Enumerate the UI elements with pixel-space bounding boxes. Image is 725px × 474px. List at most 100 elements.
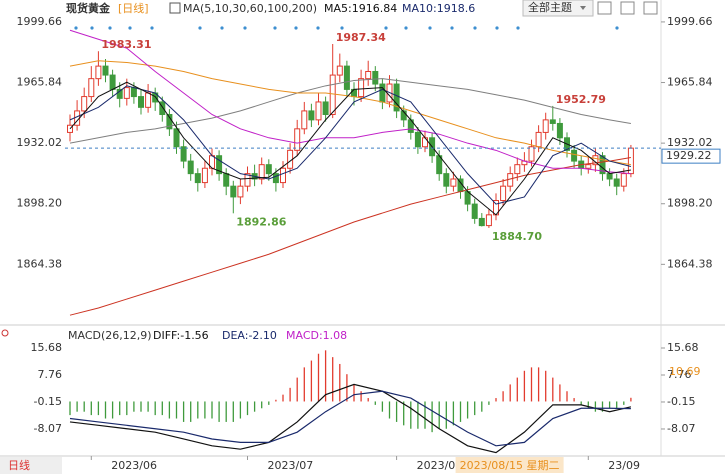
ma-line bbox=[69, 85, 632, 205]
candle-body bbox=[450, 178, 457, 187]
period-tab-text[interactable]: 日线 bbox=[8, 458, 30, 472]
candle-body bbox=[535, 131, 542, 148]
candle-body bbox=[599, 155, 606, 175]
y-tick-label-left: 1932.02 bbox=[17, 136, 63, 149]
period[interactable]: [日线] bbox=[118, 1, 149, 15]
x-tick-label: 23/09 bbox=[608, 459, 640, 472]
candle-body bbox=[95, 65, 102, 80]
y-tick-label-right: -0.15 bbox=[667, 395, 695, 408]
candle-body bbox=[393, 83, 400, 112]
y-tick-label-left: 7.76 bbox=[38, 368, 63, 381]
theme-button-text[interactable]: 全部主题 bbox=[528, 0, 572, 14]
candle-body bbox=[123, 87, 130, 99]
candle-body bbox=[180, 146, 187, 162]
candle-body bbox=[230, 185, 237, 198]
candle-body bbox=[485, 214, 492, 227]
ma-line bbox=[69, 60, 631, 166]
candle-body bbox=[223, 173, 230, 187]
theme-button[interactable] bbox=[522, 0, 594, 17]
candle-body bbox=[585, 164, 592, 169]
diff-label: DIFF:-1.56 bbox=[153, 329, 209, 342]
candle-body bbox=[216, 155, 223, 175]
period-tab[interactable] bbox=[0, 457, 62, 474]
instrument: 现货黄金 bbox=[66, 1, 111, 15]
candle-body bbox=[620, 173, 627, 187]
candle-body bbox=[301, 110, 308, 130]
y-tick-label-left: 1864.38 bbox=[17, 257, 63, 270]
candle-body bbox=[542, 119, 549, 133]
macd-marker-label: 10.69 bbox=[669, 365, 701, 378]
ma5-label: MA5:1916.84 bbox=[324, 2, 397, 15]
price-annotation: 1987.34 bbox=[336, 31, 386, 44]
price-annotation: 1892.86 bbox=[236, 215, 286, 228]
candle-body bbox=[358, 78, 365, 98]
candle-body bbox=[102, 65, 109, 76]
candle-body bbox=[244, 173, 251, 187]
macd-title: MACD(26,12,9) bbox=[68, 329, 152, 342]
macd-line bbox=[69, 390, 631, 447]
crosshair-date: 2023/08/15 星期二 bbox=[460, 459, 560, 472]
x-tick-label: 2023/07 bbox=[268, 459, 314, 472]
candle-body bbox=[329, 74, 336, 115]
candle-body bbox=[528, 146, 535, 162]
candle-body bbox=[549, 119, 556, 124]
candle-body bbox=[130, 87, 137, 98]
y-tick-label-right: 1932.02 bbox=[667, 136, 713, 149]
candle-body bbox=[201, 167, 208, 184]
candle-body bbox=[81, 96, 88, 112]
candle-body bbox=[237, 185, 244, 198]
event-dots bbox=[74, 26, 619, 30]
candle-body bbox=[109, 74, 116, 90]
candle-body bbox=[322, 101, 329, 115]
candle-body bbox=[294, 128, 301, 151]
candle-body bbox=[343, 65, 350, 90]
candle-body bbox=[88, 78, 95, 98]
candle-body bbox=[613, 178, 620, 187]
icon-button[interactable] bbox=[643, 1, 658, 15]
icon-button[interactable] bbox=[597, 1, 612, 15]
last-price-box bbox=[661, 148, 721, 164]
candle-body bbox=[372, 70, 379, 85]
candle-body bbox=[258, 164, 265, 180]
candle-body bbox=[145, 92, 152, 108]
candle-body bbox=[280, 167, 286, 184]
candle-body bbox=[478, 217, 485, 227]
crosshair-date-box bbox=[455, 457, 564, 473]
candle-body bbox=[365, 70, 372, 80]
macd-line bbox=[69, 383, 632, 454]
x-tick-label: 2023/06 bbox=[111, 459, 157, 472]
price-annotation: 1884.70 bbox=[492, 230, 542, 243]
y-tick-label-left: -8.07 bbox=[34, 422, 62, 435]
ma-line bbox=[69, 29, 631, 175]
candle-body bbox=[138, 96, 144, 108]
y-tick-label-left: 1999.66 bbox=[17, 15, 63, 28]
candle-body bbox=[272, 173, 279, 184]
candle-body bbox=[308, 110, 315, 121]
dropdown-arrow bbox=[580, 6, 586, 10]
candle-body bbox=[116, 88, 123, 99]
candle-body bbox=[500, 185, 507, 202]
ma-line bbox=[69, 157, 631, 316]
candle-body bbox=[315, 101, 322, 121]
candle-body bbox=[514, 164, 521, 175]
ma-icon[interactable] bbox=[169, 2, 181, 14]
y-tick-label-right: -8.07 bbox=[667, 422, 695, 435]
y-tick-label-left: -0.15 bbox=[34, 395, 62, 408]
candle-body bbox=[379, 83, 386, 103]
y-tick-label-right: 1864.38 bbox=[667, 257, 713, 270]
candle-body bbox=[187, 160, 194, 175]
ma10-label: MA10:1918.6 bbox=[402, 2, 475, 15]
price-annotation: 1983.31 bbox=[101, 38, 151, 51]
y-tick-label-right: 1898.20 bbox=[667, 197, 713, 210]
candle-body bbox=[556, 122, 563, 139]
macd-value-label: MACD:1.08 bbox=[286, 329, 347, 342]
icon-button[interactable] bbox=[620, 1, 635, 15]
candle-body bbox=[571, 149, 578, 162]
y-tick-label-right: 1965.84 bbox=[667, 76, 713, 89]
y-tick-label-left: 15.68 bbox=[31, 341, 63, 354]
candle-body bbox=[422, 137, 428, 148]
ma-line bbox=[69, 78, 631, 144]
last-price-label: 1929.22 bbox=[666, 149, 712, 162]
crosshair-icon[interactable] bbox=[1, 329, 9, 337]
